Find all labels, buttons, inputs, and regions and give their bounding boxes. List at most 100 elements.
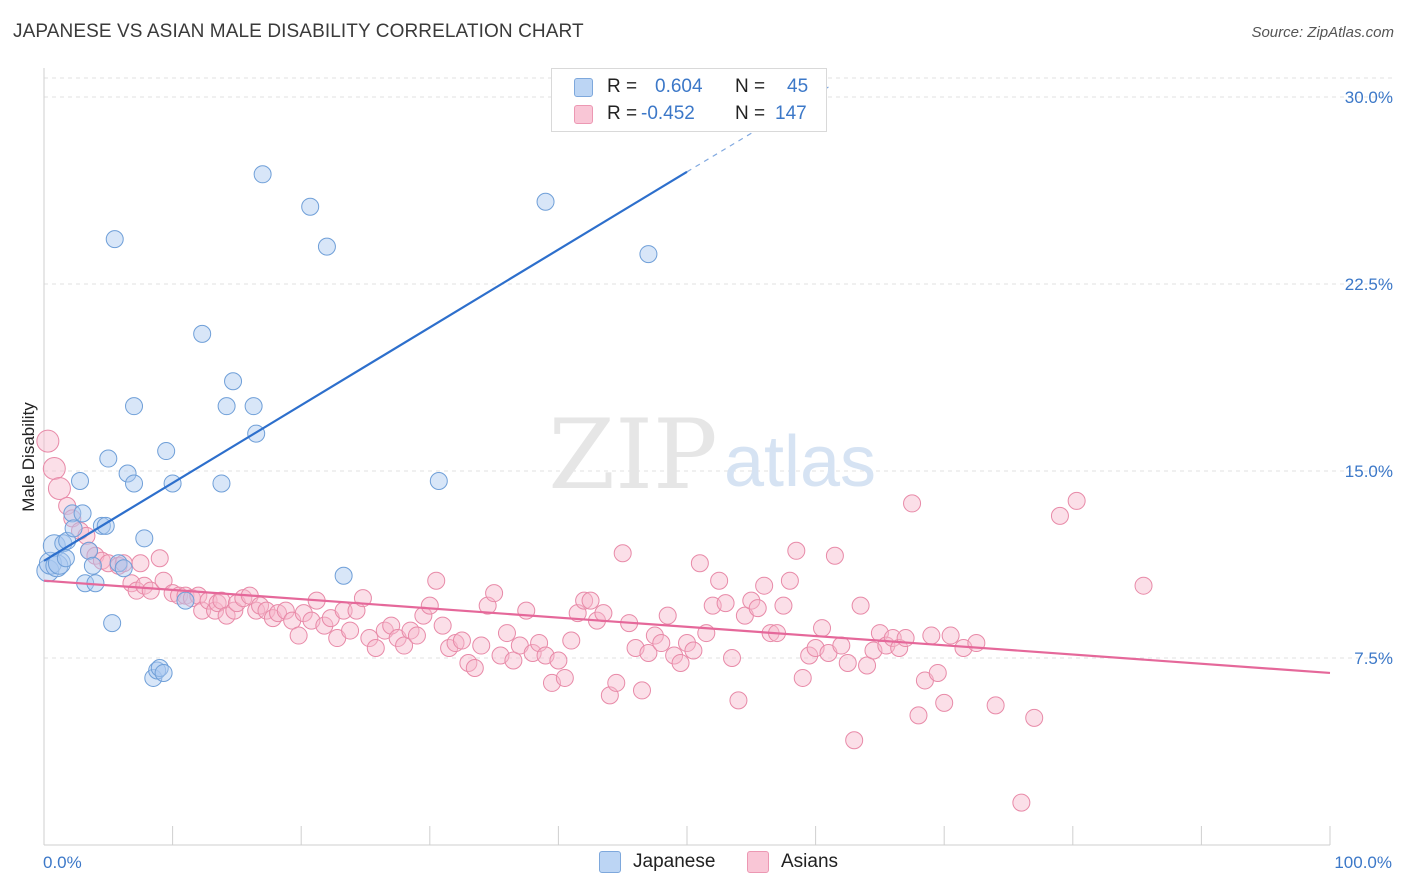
x-tick-label-max: 100.0% xyxy=(1334,853,1392,872)
asians-point xyxy=(341,621,360,640)
asians-point xyxy=(658,606,677,625)
asians-point xyxy=(1050,506,1069,525)
asians-point xyxy=(504,651,523,670)
stats-legend: R = 0.604 N = 45 R = -0.452 N = 147 xyxy=(551,68,827,132)
legend-label-asians: Asians xyxy=(781,851,839,872)
asians-point xyxy=(420,596,439,615)
legend-swatch-asians xyxy=(574,104,593,124)
asians-point xyxy=(813,619,832,638)
legend-swatch-japanese xyxy=(574,77,593,97)
y-axis-label: Male Disability xyxy=(19,402,38,512)
asians-point xyxy=(684,641,703,660)
asians-point xyxy=(774,596,793,615)
asians-point xyxy=(928,663,947,682)
japanese-point xyxy=(105,230,124,249)
asians-point xyxy=(780,571,799,590)
legend-n-value: 147 xyxy=(775,103,807,124)
asians-point xyxy=(671,653,690,672)
legend-swatch-japanese xyxy=(599,851,621,873)
japanese-point xyxy=(114,559,133,578)
japanese-point xyxy=(103,614,122,633)
asians-point xyxy=(433,616,452,635)
asians-point xyxy=(1067,491,1086,510)
legend-n-value: 45 xyxy=(787,76,809,97)
asians-point xyxy=(845,731,864,750)
asians-point xyxy=(465,658,484,677)
chart-title: JAPANESE VS ASIAN MALE DISABILITY CORREL… xyxy=(13,21,584,42)
asians-point xyxy=(562,631,581,650)
japanese-point xyxy=(224,372,243,391)
asians-point xyxy=(941,626,960,645)
asians-point xyxy=(294,604,313,623)
asians-point xyxy=(36,429,60,453)
legend-r-label: R = xyxy=(607,103,638,124)
asians-point xyxy=(427,571,446,590)
asians-point xyxy=(678,634,696,653)
japanese-point xyxy=(80,541,99,560)
source-label: Source: ZipAtlas.com xyxy=(1251,24,1394,41)
y-tick-label: 30.0% xyxy=(1345,88,1393,107)
japanese-point xyxy=(301,197,320,216)
y-tick-label: 15.0% xyxy=(1345,462,1393,481)
japanese-point xyxy=(71,471,90,490)
asians-point xyxy=(575,591,594,610)
japanese-point xyxy=(212,474,231,493)
japanese-point xyxy=(109,554,128,573)
japanese-point xyxy=(64,519,83,538)
japanese-point xyxy=(118,464,137,483)
asians-point xyxy=(150,549,169,568)
series-japanese-points xyxy=(36,165,658,687)
asians-point xyxy=(909,706,928,725)
japanese-point xyxy=(176,591,195,610)
axes xyxy=(43,68,1331,846)
asians-point xyxy=(652,634,671,653)
japanese-trend-line xyxy=(43,170,688,562)
japanese-point xyxy=(73,504,92,523)
asians-point xyxy=(690,554,709,573)
asians-point xyxy=(1134,576,1153,595)
japanese-point xyxy=(244,397,263,416)
japanese-point xyxy=(154,663,173,682)
asians-point xyxy=(395,636,414,655)
asians-point xyxy=(665,646,684,665)
asians-point xyxy=(594,604,613,623)
y-tick-label: 7.5% xyxy=(1354,649,1393,668)
asians-point xyxy=(851,596,870,615)
japanese-point xyxy=(536,192,555,211)
japanese-point xyxy=(639,245,658,264)
asians-point xyxy=(645,626,664,645)
asians-point xyxy=(825,546,844,565)
japanese-point xyxy=(56,549,75,568)
legend-row-asians: R = -0.452 N = 147 xyxy=(574,101,807,127)
asians-point xyxy=(315,616,334,635)
asians-point xyxy=(729,691,748,710)
asians-point xyxy=(832,636,851,655)
japanese-point xyxy=(429,471,448,490)
gridlines xyxy=(44,77,1395,659)
asians-point xyxy=(838,653,857,672)
japanese-point xyxy=(99,449,118,468)
legend-row-japanese: R = 0.604 N = 45 xyxy=(574,74,808,100)
legend-item-japanese[interactable]: Japanese xyxy=(599,851,715,873)
asians-point xyxy=(710,571,729,590)
legend-n-label: N = xyxy=(735,76,766,97)
asians-point xyxy=(276,601,295,620)
japanese-point xyxy=(157,442,176,461)
series-legend: Japanese Asians xyxy=(0,851,1406,877)
legend-swatch-asians xyxy=(747,851,769,873)
legend-item-asians[interactable]: Asians xyxy=(747,851,838,873)
japanese-point xyxy=(83,556,102,575)
asians-point xyxy=(472,636,491,655)
asians-point xyxy=(922,626,941,645)
asians-point xyxy=(793,668,812,687)
asians-point xyxy=(452,631,471,650)
legend-r-value: 0.604 xyxy=(655,76,703,97)
asians-point xyxy=(47,476,71,500)
legend-n-label: N = xyxy=(735,103,766,124)
legend-label-japanese: Japanese xyxy=(633,851,716,872)
watermark-zip: ZIP xyxy=(548,399,717,511)
y-tick-label: 22.5% xyxy=(1345,275,1393,294)
asians-point xyxy=(485,584,504,603)
asians-point xyxy=(206,601,225,620)
